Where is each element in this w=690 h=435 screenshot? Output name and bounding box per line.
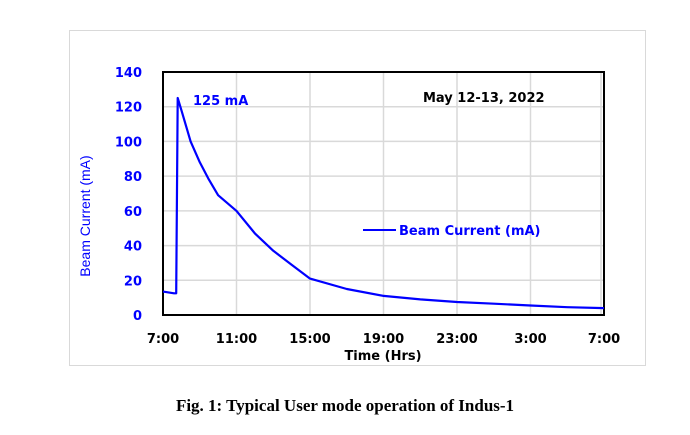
- figure-caption: Fig. 1: Typical User mode operation of I…: [175, 396, 515, 415]
- y-axis-ticks: 0 20 40 60 80 100 120 140: [115, 66, 142, 324]
- x-tick-label: 11:00: [216, 332, 257, 347]
- y-axis-title: Beam Current (mA): [77, 155, 93, 276]
- peak-annotation: 125 mA: [193, 94, 248, 109]
- y-tick-label: 80: [124, 170, 142, 185]
- legend-label: Beam Current (mA): [399, 224, 541, 239]
- x-tick-label: 23:00: [436, 332, 477, 347]
- x-axis-title: Time (Hrs): [344, 349, 421, 364]
- beam-current-line: [162, 96, 605, 310]
- x-tick-label: 15:00: [289, 332, 330, 347]
- chart-frame: [69, 30, 646, 366]
- grid-lines: [163, 72, 604, 315]
- x-tick-label: 7:00: [147, 332, 179, 347]
- x-tick-label: 3:00: [514, 332, 546, 347]
- y-tick-label: 20: [124, 274, 142, 289]
- y-tick-label: 140: [115, 66, 142, 81]
- plot-area-border: [162, 71, 605, 316]
- y-tick-label: 0: [133, 309, 142, 324]
- y-tick-label: 120: [115, 101, 142, 116]
- y-tick-label: 40: [124, 240, 142, 255]
- y-tick-label: 100: [115, 135, 142, 150]
- x-axis-ticks: 7:00 11:00 15:00 19:00 23:00 3:00 7:00: [147, 332, 620, 347]
- y-tick-label: 60: [124, 205, 142, 220]
- x-tick-label: 19:00: [363, 332, 404, 347]
- date-annotation: May 12-13, 2022: [423, 91, 545, 106]
- x-tick-label: 7:00: [588, 332, 620, 347]
